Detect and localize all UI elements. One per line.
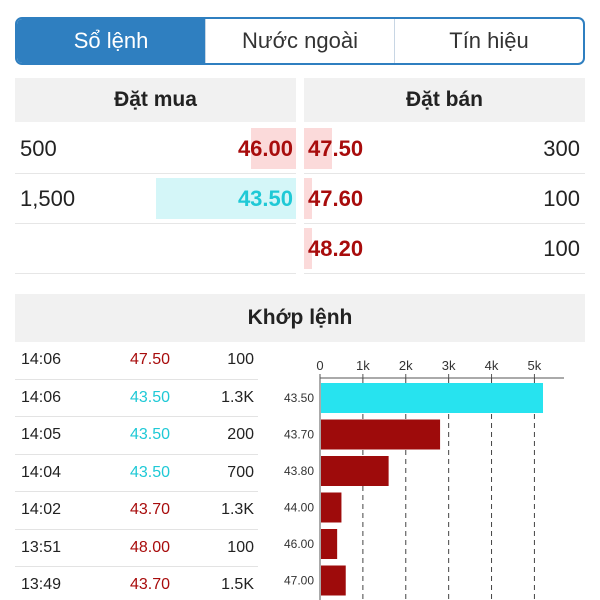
buy-price[interactable]: 46.00: [237, 135, 293, 161]
volume-bar: [321, 492, 342, 523]
sell-volume: 100: [543, 235, 580, 261]
trade-row: 14:04 43.50 700: [15, 455, 258, 492]
sell-order-row: 48.20 100: [304, 224, 585, 274]
trade-volume: 1.3K: [221, 388, 254, 406]
trade-volume: 200: [227, 426, 254, 444]
volume-by-price-chart: 0 1k 2k 3k 4k 5k 43.50 43.70 43.80 44.00 46.00 47.0…: [284, 358, 564, 600]
buy-volume: 500: [20, 135, 57, 161]
trade-volume: 100: [227, 538, 254, 556]
buy-depth-bar: [251, 128, 296, 169]
trade-time: 14:06: [21, 351, 62, 369]
trade-price: 43.50: [130, 463, 171, 481]
volume-bar: [321, 529, 338, 559]
sell-depth-bar: [304, 228, 313, 269]
tab-bar: Sổ lệnh Nước ngoài Tín hiệu: [15, 17, 585, 65]
price-level-label: 43.70: [284, 428, 314, 442]
x-tick-label: 4k: [485, 358, 499, 373]
sell-depth-bar: [304, 178, 313, 219]
volume-bar: [321, 456, 389, 486]
sell-price[interactable]: 47.60: [308, 185, 364, 211]
price-level-label: 44.00: [284, 501, 314, 515]
volume-bar: [321, 565, 346, 596]
sell-order-row: 47.50 300: [304, 124, 585, 174]
trade-time: 14:05: [21, 426, 62, 444]
sell-volume: 100: [543, 185, 580, 211]
sell-depth-bar: [304, 128, 333, 169]
x-tick-label: 1k: [356, 358, 370, 373]
buy-order-row-empty: [15, 224, 296, 274]
trade-price: 43.70: [130, 501, 171, 519]
trade-price: 43.50: [130, 388, 171, 406]
trade-row: 13:51 48.00 100: [15, 530, 258, 567]
trade-list: 14:06 47.50 100 14:06 43.50 1.3K 14:05 4…: [15, 342, 258, 600]
sell-volume: 300: [543, 135, 580, 161]
matched-orders-header: Khớp lệnh: [15, 294, 585, 342]
buy-orders-header: Đặt mua: [15, 78, 296, 122]
trade-time: 14:04: [21, 463, 62, 481]
trade-price: 48.00: [130, 538, 171, 556]
trade-time: 13:51: [21, 538, 62, 556]
trade-volume: 700: [227, 463, 254, 481]
trade-price: 47.50: [130, 351, 171, 369]
trade-price: 43.70: [130, 576, 171, 594]
tab-foreign[interactable]: Nước ngoài: [205, 19, 394, 63]
trade-row: 14:05 43.50 200: [15, 417, 258, 455]
x-tick-label: 3k: [442, 358, 456, 373]
x-tick-label: 2k: [399, 358, 413, 373]
trade-time: 14:06: [21, 388, 62, 406]
trade-row: 14:06 43.50 1.3K: [15, 380, 258, 417]
buy-order-row: 500 46.00: [15, 124, 296, 174]
trade-row: 14:02 43.70 1.3K: [15, 492, 258, 530]
trade-row: 13:49 43.70 1.5K: [15, 567, 258, 600]
trade-volume: 1.3K: [221, 501, 254, 519]
buy-order-row: 1,500 43.50: [15, 174, 296, 224]
sell-orders-header: Đặt bán: [304, 78, 585, 122]
volume-bar: [321, 383, 543, 413]
price-level-label: 43.50: [284, 391, 314, 405]
tab-order-book[interactable]: Sổ lệnh: [17, 19, 205, 63]
x-tick-label: 0: [316, 358, 323, 373]
trade-time: 13:49: [21, 576, 62, 594]
price-level-label: 43.80: [284, 464, 314, 478]
buy-price[interactable]: 43.50: [237, 185, 293, 211]
buy-volume: 1,500: [20, 185, 76, 211]
trade-time: 14:02: [21, 501, 62, 519]
sell-price[interactable]: 48.20: [308, 235, 364, 261]
volume-bar: [321, 419, 441, 450]
trade-volume: 100: [227, 351, 254, 369]
tab-signals[interactable]: Tín hiệu: [394, 19, 583, 63]
price-level-label: 47.00: [284, 574, 314, 588]
trade-row: 14:06 47.50 100: [15, 342, 258, 380]
buy-depth-bar: [155, 178, 296, 219]
x-tick-label: 5k: [528, 358, 542, 373]
trade-price: 43.50: [130, 426, 171, 444]
sell-price[interactable]: 47.50: [308, 135, 364, 161]
price-level-label: 46.00: [284, 537, 314, 551]
sell-order-row: 47.60 100: [304, 174, 585, 224]
trade-volume: 1.5K: [221, 576, 254, 594]
